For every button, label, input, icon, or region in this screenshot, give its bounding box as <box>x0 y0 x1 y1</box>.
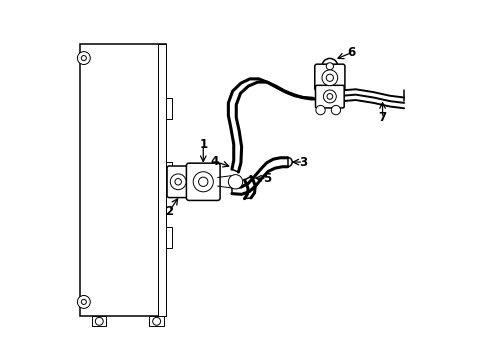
Circle shape <box>326 94 332 99</box>
Text: 2: 2 <box>165 205 173 218</box>
Text: 1: 1 <box>199 138 207 150</box>
FancyBboxPatch shape <box>186 163 220 201</box>
FancyBboxPatch shape <box>167 166 190 198</box>
FancyBboxPatch shape <box>315 85 344 108</box>
Text: 6: 6 <box>346 46 355 59</box>
Bar <box>158 44 165 316</box>
FancyBboxPatch shape <box>314 64 344 91</box>
Circle shape <box>315 105 325 115</box>
Text: 5: 5 <box>262 172 270 185</box>
Circle shape <box>193 172 213 192</box>
Bar <box>80 44 165 316</box>
Circle shape <box>77 296 90 309</box>
Text: 4: 4 <box>210 155 219 168</box>
Circle shape <box>198 177 207 186</box>
Bar <box>165 98 172 119</box>
Bar <box>149 316 163 326</box>
Circle shape <box>228 175 242 189</box>
Bar <box>165 162 172 184</box>
Bar <box>165 226 172 248</box>
Text: 3: 3 <box>299 156 307 168</box>
Circle shape <box>325 63 333 70</box>
Circle shape <box>81 55 86 60</box>
Circle shape <box>152 318 160 325</box>
Circle shape <box>330 105 340 115</box>
Circle shape <box>170 174 185 190</box>
Circle shape <box>321 58 337 74</box>
Circle shape <box>323 90 336 103</box>
Bar <box>92 316 106 326</box>
Circle shape <box>325 74 333 81</box>
Circle shape <box>77 51 90 64</box>
Text: 7: 7 <box>378 112 386 125</box>
Circle shape <box>175 179 181 185</box>
Circle shape <box>81 300 86 305</box>
Circle shape <box>95 318 103 325</box>
Circle shape <box>321 70 337 86</box>
Bar <box>80 44 165 316</box>
